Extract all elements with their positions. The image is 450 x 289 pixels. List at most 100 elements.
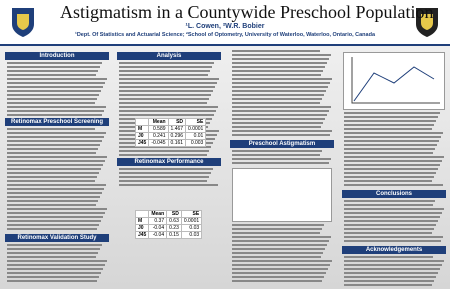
table-cell: 0.23: [166, 224, 182, 232]
table-cell: 0.0001: [185, 125, 207, 133]
text-line: [7, 280, 97, 282]
text-line: [119, 176, 209, 178]
table-cell: 0.03: [180, 224, 203, 232]
text-line: [7, 268, 103, 270]
table-cell: [134, 118, 150, 126]
text-line: [7, 156, 107, 158]
text-line: [119, 86, 215, 88]
text-line: [119, 106, 218, 108]
text-line: [7, 94, 99, 96]
text-line: [344, 232, 432, 234]
text-line: [7, 78, 107, 80]
text-line: [7, 184, 106, 186]
text-line: [7, 152, 96, 154]
text-line: [344, 272, 438, 274]
text-line: [7, 208, 107, 210]
text-line: [232, 150, 322, 152]
text-line: [7, 66, 100, 68]
table-cell: 0.0001: [180, 217, 203, 225]
text-line: [232, 74, 321, 76]
text-line: [232, 264, 330, 266]
text-line: [344, 264, 442, 266]
table-header: Mean SD SE: [134, 118, 207, 126]
table-cell: 0.589: [148, 125, 169, 133]
text-line: [344, 116, 438, 118]
text-line: [232, 122, 323, 124]
text-line: [232, 94, 324, 96]
figure-plot: [351, 57, 440, 104]
text-line: [344, 112, 440, 114]
data-table: Mean SD SE M 0.589 1.467 0.0001 J0 0.241 0.296 0.0…: [134, 118, 207, 147]
text-line: [232, 224, 324, 226]
text-line: [232, 244, 327, 246]
text-line: [7, 200, 98, 202]
text-line: [344, 132, 443, 134]
text-line: [344, 184, 443, 186]
text-line: [232, 252, 323, 254]
text-line: [7, 188, 104, 190]
table-cell: 0.01: [185, 132, 207, 140]
text-line: [7, 74, 96, 76]
text-line: [119, 114, 214, 116]
text-line: [232, 78, 332, 80]
text-line: [7, 192, 102, 194]
text-line: [7, 212, 105, 214]
text-line: [344, 228, 434, 230]
text-line: [344, 176, 434, 178]
text-line: [7, 216, 103, 218]
text-line: [344, 284, 432, 286]
figure: [343, 52, 445, 110]
text-line: [232, 58, 329, 60]
table-cell: 0.241: [148, 132, 169, 140]
text-line: [119, 180, 207, 182]
text-line: [344, 212, 442, 214]
text-line: [232, 118, 325, 120]
table-header-cell: Mean: [148, 118, 169, 126]
text-line: [119, 102, 207, 104]
text-line: [344, 160, 442, 162]
text-line: [344, 260, 444, 262]
text-line: [7, 248, 100, 250]
table-cell: -0.04: [148, 231, 168, 239]
data-table: Mean SD SE M 0.37 0.63 0.0001 J0 -0.04 0.23 0.03 J4…: [134, 210, 203, 239]
table-row: M 0.589 1.467 0.0001: [134, 125, 207, 133]
table-cell: J45: [134, 231, 150, 239]
text-line: [232, 130, 332, 132]
table-header-cell: Mean: [148, 210, 168, 218]
text-line: [7, 128, 95, 130]
text-line: [232, 260, 332, 262]
text-line: [232, 228, 322, 230]
text-line: [344, 268, 440, 270]
text-line: [7, 90, 101, 92]
table-cell: J45: [134, 139, 150, 147]
table-header-cell: SD: [167, 118, 187, 126]
text-line: [344, 140, 439, 142]
table-cell: 1.467: [167, 125, 187, 133]
table-cell: J0: [134, 132, 150, 140]
text-line: [344, 240, 441, 242]
table-header-cell: SE: [185, 118, 207, 126]
text-line: [344, 124, 434, 126]
text-line: [119, 94, 211, 96]
section-heading: Retinomax Preschool Screening: [5, 118, 109, 126]
text-line: [7, 110, 104, 112]
section-heading: Acknowledgements: [342, 246, 446, 254]
text-line: [232, 280, 322, 282]
table-cell: -0.045: [148, 139, 169, 147]
text-line: [119, 62, 214, 64]
text-line: [232, 240, 329, 242]
section-heading: Preschool Astigmatism: [230, 140, 334, 148]
table-cell: [134, 210, 150, 218]
text-line: [119, 82, 217, 84]
text-line: [119, 184, 218, 186]
formula-box: [232, 168, 332, 222]
text-line: [232, 272, 326, 274]
affiliations: ¹Dept. Of Statistics and Actuarial Scien…: [75, 32, 375, 38]
text-line: [232, 90, 326, 92]
text-line: [7, 264, 105, 266]
text-line: [119, 74, 208, 76]
text-line: [344, 168, 438, 170]
text-line: [232, 154, 320, 156]
text-line: [232, 106, 331, 108]
